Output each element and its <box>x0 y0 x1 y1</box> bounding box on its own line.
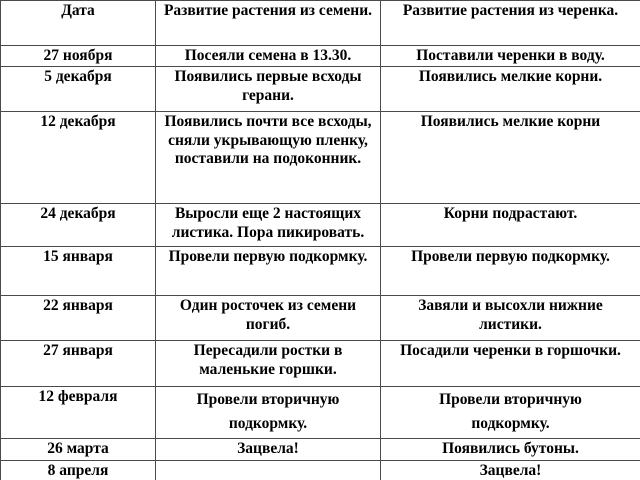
date-cell: 24 декабря <box>0 203 156 248</box>
cutting-cell: Появились мелкие корни. <box>380 66 640 113</box>
date-cell: 5 декабря <box>0 66 156 113</box>
date-cell: 15 января <box>0 246 156 297</box>
cutting-cell: Провели первую подкормку. <box>380 246 640 297</box>
seed-cell: Провели вторичную подкормку. <box>155 386 381 440</box>
column-header-date: Дата <box>0 0 156 46</box>
date-cell: 26 марта <box>0 438 156 462</box>
date-cell: 8 апреля <box>0 460 156 480</box>
cutting-cell: Появились бутоны. <box>380 438 640 462</box>
table-row: 22 января Один росточек из семени погиб.… <box>0 295 640 342</box>
cutting-cell: Поставили черенки в воду. <box>380 44 640 68</box>
seed-cell: Появились почти все всходы, сняли укрыва… <box>155 111 381 205</box>
date-cell: 27 января <box>0 340 156 388</box>
seed-cell: Посеяли семена в 13.30. <box>155 44 381 68</box>
date-cell: 12 февраля <box>0 386 156 440</box>
cutting-cell: Появились мелкие корни <box>380 111 640 205</box>
cutting-cell: Зацвела! <box>380 460 640 480</box>
seed-cell: Зацвела! <box>155 438 381 462</box>
table-row: 27 января Пересадили ростки в маленькие … <box>0 340 640 388</box>
cutting-cell: Провели вторичную подкормку. <box>380 386 640 440</box>
table-header-row: Дата Развитие растения из семени. Развит… <box>0 0 640 46</box>
seed-cell: Пересадили ростки в маленькие горшки. <box>155 340 381 388</box>
table-row: 26 марта Зацвела! Появились бутоны. <box>0 438 640 462</box>
seed-cell <box>155 460 381 480</box>
date-cell: 22 января <box>0 295 156 342</box>
cutting-cell: Завяли и высохли нижние листики. <box>380 295 640 342</box>
table-row: 24 декабря Выросли еще 2 настоящих листи… <box>0 203 640 248</box>
date-cell: 12 декабря <box>0 111 156 205</box>
table-row: 5 декабря Появились первые всходы герани… <box>0 66 640 113</box>
table-row: 8 апреля Зацвела! <box>0 460 640 480</box>
cutting-cell: Посадили черенки в горшочки. <box>380 340 640 388</box>
table-row: 27 ноября Посеяли семена в 13.30. Постав… <box>0 44 640 68</box>
column-header-cutting: Развитие растения из черенка. <box>380 0 640 46</box>
column-header-seed: Развитие растения из семени. <box>155 0 381 46</box>
cutting-cell: Корни подрастают. <box>380 203 640 248</box>
table-row: 15 января Провели первую подкормку. Пров… <box>0 246 640 297</box>
seed-cell: Один росточек из семени погиб. <box>155 295 381 342</box>
seed-cell: Появились первые всходы герани. <box>155 66 381 113</box>
table-row: 12 декабря Появились почти все всходы, с… <box>0 111 640 205</box>
date-cell: 27 ноября <box>0 44 156 68</box>
table-row: 12 февраля Провели вторичную подкормку. … <box>0 386 640 440</box>
seed-cell: Выросли еще 2 настоящих листика. Пора пи… <box>155 203 381 248</box>
seed-cell: Провели первую подкормку. <box>155 246 381 297</box>
